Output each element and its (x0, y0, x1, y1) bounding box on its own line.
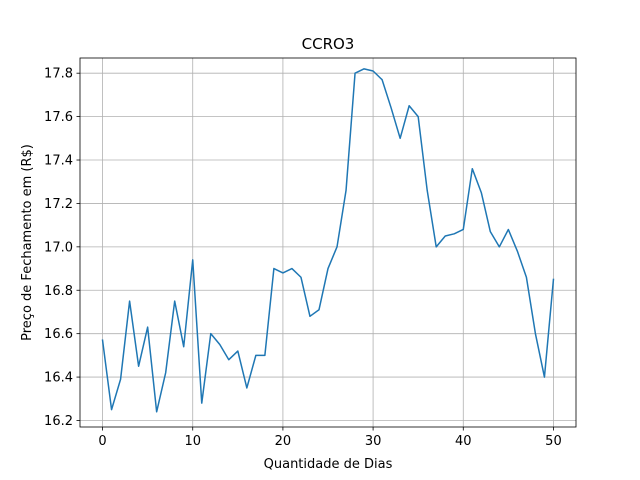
y-axis-label: Preço de Fechamento em (R$) (20, 144, 35, 341)
plot-frame (79, 57, 577, 428)
x-axis: 0 10 20 30 40 50 (98, 427, 562, 449)
y-tick-label: 17.4 (44, 154, 73, 169)
x-axis-label: Quantidade de Dias (264, 457, 393, 472)
y-tick-label: 16.6 (44, 327, 73, 342)
x-tick-label: 40 (455, 434, 472, 449)
chart-title: CCRO3 (302, 35, 355, 53)
x-tick-label: 50 (545, 434, 562, 449)
y-tick-label: 16.8 (44, 284, 73, 299)
y-tick-label: 17.6 (44, 110, 73, 125)
y-tick-label: 16.4 (44, 371, 73, 386)
y-tick-label: 16.2 (44, 414, 73, 429)
y-axis: 16.2 16.4 16.6 16.8 17.0 17.2 17.4 17.6 17.8 (44, 67, 80, 429)
x-tick-label: 30 (365, 434, 382, 449)
x-tick-label: 0 (98, 434, 106, 449)
series-line (101, 68, 555, 413)
y-tick-label: 17.0 (44, 240, 73, 255)
x-tick-label: 10 (184, 434, 201, 449)
series-layer (101, 68, 555, 413)
y-tick-label: 17.8 (44, 67, 73, 82)
grid (80, 58, 576, 427)
x-tick-label: 20 (275, 434, 292, 449)
y-tick-label: 17.2 (44, 197, 73, 212)
